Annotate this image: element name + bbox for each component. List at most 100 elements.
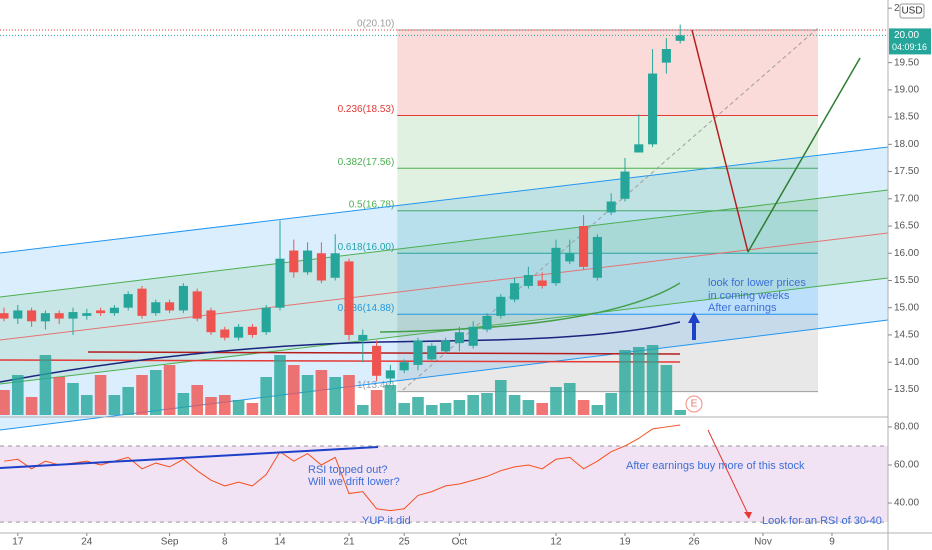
rsi-arrow-head (744, 512, 752, 519)
candle-body (441, 340, 451, 352)
volume-bar (274, 355, 286, 415)
candle-body (372, 345, 382, 376)
candle-body (413, 340, 423, 365)
volume-bar (522, 400, 535, 415)
last-price-tag (889, 28, 931, 55)
y-tick-label: 15.50 (894, 275, 919, 286)
candle-body (40, 313, 50, 322)
volume-bar (163, 365, 176, 415)
candle-body (289, 250, 299, 273)
volume-bar (301, 375, 314, 415)
rsi-tick-label: 60.00 (894, 460, 919, 471)
y-tick-label: 17.50 (894, 166, 919, 177)
volume-bar (150, 370, 162, 415)
volume-bar (425, 405, 438, 415)
x-tick-label: 21 (343, 537, 355, 548)
candle-body (358, 334, 368, 341)
volume-bar (481, 393, 493, 415)
volume-bar (563, 383, 576, 415)
y-tick-label: 15.00 (894, 302, 919, 313)
volume-bar (356, 405, 369, 415)
volume-bar (467, 395, 479, 415)
candle-body (648, 73, 658, 145)
candle-body (606, 201, 616, 213)
volume-bar (205, 397, 217, 415)
candle-body (247, 326, 257, 335)
y-tick-label: 19.00 (894, 85, 919, 96)
y-tick-label: 18.00 (894, 139, 919, 150)
volume-bar (384, 385, 397, 415)
countdown: 04:09:16 (892, 42, 927, 52)
volume-bar (0, 390, 10, 415)
volume-bar (12, 375, 24, 415)
candle-body (0, 313, 9, 319)
candle-body (344, 261, 354, 335)
volume-bar (674, 410, 686, 415)
volume-bar (177, 393, 190, 415)
volume-bar (94, 375, 107, 415)
ma-darkred (87, 351, 681, 355)
x-tick-label: Oct (452, 537, 468, 548)
volume-bar (453, 400, 466, 415)
volume-bar (39, 355, 52, 415)
candle-body (206, 310, 216, 333)
candle-body (109, 307, 119, 314)
inner-top (0, 189, 889, 298)
volume-bar (591, 405, 604, 415)
volume-bar (191, 385, 203, 415)
volume-bar (260, 377, 272, 415)
x-tick-label: 17 (12, 537, 24, 548)
volume-bar (246, 403, 259, 415)
note: Will we drift lower? (308, 476, 400, 488)
x-tick-label: Sep (161, 537, 179, 548)
candle-layer (0, 24, 685, 384)
volume-bar (25, 397, 38, 415)
y-tick-label: 14.00 (894, 357, 919, 368)
earnings-marker: E (691, 399, 698, 410)
candle-body (54, 313, 64, 319)
volume-bar (232, 400, 245, 415)
candle-body (565, 253, 575, 262)
volume-bar (550, 387, 562, 415)
candle-body (192, 291, 202, 319)
fib-zone (397, 115, 818, 169)
candle-body (427, 345, 437, 360)
candle-body (620, 171, 630, 199)
currency: USD (901, 6, 922, 17)
inner-bottom (0, 277, 889, 385)
volume-bar (632, 347, 645, 415)
candle-body (220, 329, 230, 338)
volume-bar (646, 345, 659, 415)
y-tick-label: 18.50 (894, 112, 919, 123)
candle-body (165, 302, 175, 311)
channel-bottom (0, 319, 889, 431)
ma-blue (0, 321, 681, 383)
candle-body (634, 144, 644, 153)
volume-bar (412, 397, 424, 415)
last-price-label: 20.00 (894, 30, 919, 41)
rsi-band (0, 445, 888, 523)
earnings-circle (685, 395, 703, 413)
candle-body (399, 362, 409, 371)
fib-label: 1(13.46) (357, 380, 394, 391)
projection-down (691, 29, 749, 253)
volume-bar (287, 365, 300, 415)
candle-body (482, 315, 492, 330)
candle-body (137, 288, 147, 316)
candle-body (123, 294, 133, 308)
volume-bar (329, 377, 341, 415)
rsi-arrow (707, 429, 749, 515)
candle-body (27, 310, 37, 322)
channel-fill (0, 147, 888, 430)
projection-up (747, 57, 861, 253)
rsi-tick-label: 80.00 (894, 422, 919, 433)
fib-zone (397, 29, 818, 116)
candle-body (234, 326, 244, 338)
candle-body (13, 310, 23, 319)
y-tick-label: 16.50 (894, 221, 919, 232)
candle-body (454, 332, 464, 344)
x-tick-label: 8 (222, 537, 228, 548)
candle-body (96, 310, 106, 314)
candle-body (496, 296, 506, 316)
